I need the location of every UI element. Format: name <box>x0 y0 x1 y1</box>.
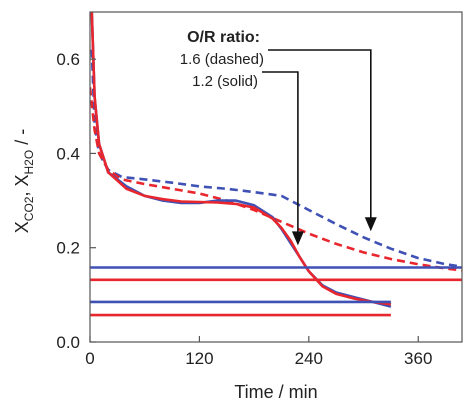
arrow-solid-line <box>262 71 299 234</box>
annotation-solid-label: 1.2 (solid) <box>192 73 258 90</box>
plot-frame <box>89 11 463 343</box>
arrow-dashed-head <box>364 217 377 232</box>
axis-ticks: 0.0 0.2 0.4 0.6 0 120 240 360 <box>56 50 432 368</box>
x-axis-title: Time / min <box>234 382 317 402</box>
x-tick-label: 120 <box>185 349 213 368</box>
plot-lines <box>90 12 462 317</box>
annotation-dashed-label: 1.6 (dashed) <box>180 51 264 68</box>
arrow-dashed-line <box>268 49 372 220</box>
x-tick-label: 0 <box>85 349 94 368</box>
y-axis-sub2: H2O <box>22 150 36 175</box>
y-tick-label: 0.4 <box>56 144 80 163</box>
y-axis-sep: , X <box>12 174 32 196</box>
annotation-arrows <box>262 49 377 246</box>
y-axis-title: XCO2, XH2O / - <box>12 129 36 233</box>
y-tick-label: 0.6 <box>56 50 80 69</box>
series-line-4 <box>90 12 392 306</box>
x-tick-label: 240 <box>295 349 323 368</box>
series-line-1 <box>90 49 462 268</box>
y-axis-main: X <box>12 221 32 233</box>
annotation-title: O/R ratio: <box>187 29 260 46</box>
y-tick-label: 0.2 <box>56 239 80 258</box>
y-axis-tail: / - <box>12 129 32 150</box>
arrow-solid-head <box>291 231 304 246</box>
x-tick-label: 360 <box>404 349 432 368</box>
y-tick-label: 0.0 <box>56 333 80 352</box>
y-axis-sub1: CO2 <box>22 196 36 221</box>
